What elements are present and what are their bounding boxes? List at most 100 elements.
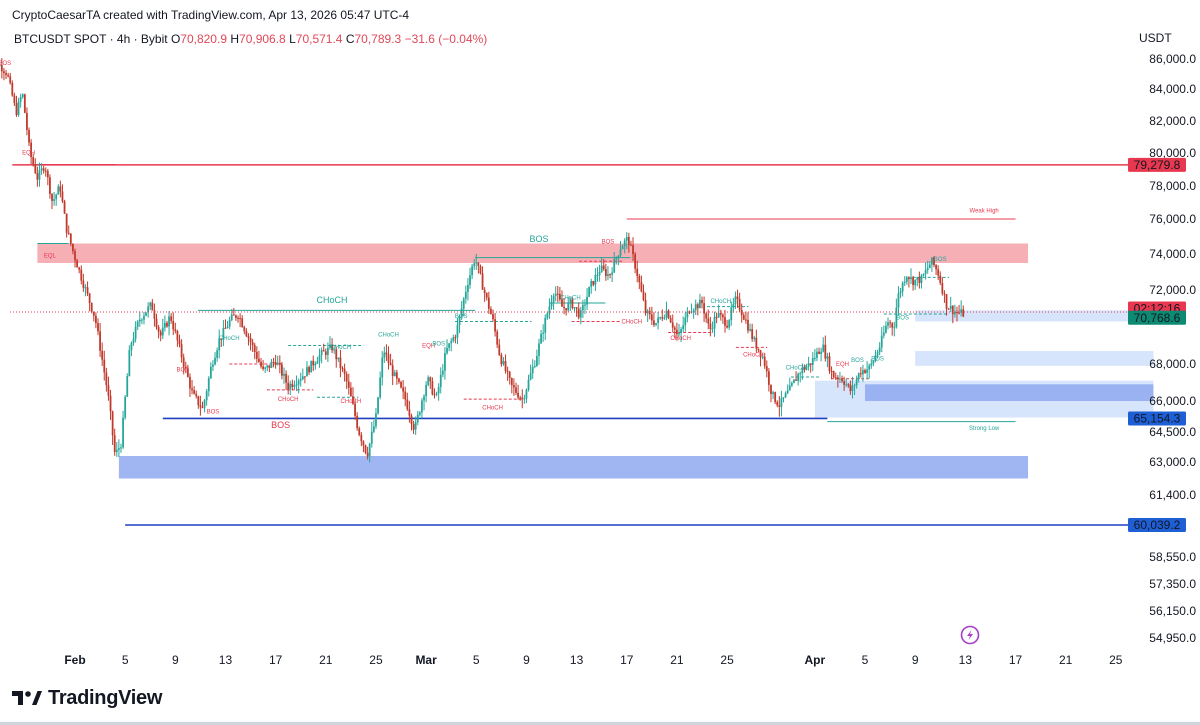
candle: [958, 304, 960, 315]
symbol-name[interactable]: BTCUSDT SPOT · 4h · Bybit: [14, 32, 168, 46]
candle: [763, 352, 766, 369]
candle: [182, 353, 185, 375]
candle: [375, 407, 377, 429]
candle: [155, 313, 158, 330]
candle: [722, 313, 724, 324]
candle: [255, 346, 258, 363]
candle: [926, 260, 929, 274]
candle: [130, 341, 133, 357]
candle: [469, 267, 471, 289]
candle: [862, 364, 864, 382]
currency-label: USDT: [1139, 31, 1172, 45]
candle: [607, 266, 609, 281]
candle: [941, 277, 944, 296]
candle: [525, 388, 528, 404]
candle: [864, 368, 866, 374]
candle: [356, 412, 359, 431]
price-chart[interactable]: BOSEQHEQLBOSBOSCHoCHCHoCHCHoCHCHoCHCHoCH…: [0, 0, 1200, 680]
y-tick-label: 86,000.0: [1149, 52, 1196, 66]
candle: [186, 364, 189, 378]
candle: [770, 384, 772, 403]
candle: [406, 392, 409, 411]
candle: [168, 310, 170, 336]
candle: [441, 363, 444, 378]
candle: [270, 358, 273, 369]
candle: [471, 264, 473, 280]
candle: [205, 388, 208, 406]
candle: [216, 347, 219, 362]
symbol-legend: BTCUSDT SPOT · 4h · Bybit O70,820.9 H70,…: [14, 32, 487, 46]
candle: [847, 383, 850, 388]
candle: [329, 336, 331, 350]
structure-label: BOS: [934, 257, 947, 263]
candle: [460, 301, 463, 320]
candle: [425, 381, 428, 403]
candle: [671, 314, 674, 333]
y-tick-label: 76,000.0: [1149, 212, 1196, 226]
candle: [692, 308, 695, 319]
candle: [824, 335, 827, 362]
structure-label: BOS: [0, 61, 11, 67]
candle: [853, 383, 856, 396]
candle: [416, 411, 419, 426]
x-tick-label: 25: [1109, 653, 1123, 667]
candle: [678, 323, 680, 337]
candle: [786, 384, 789, 395]
candle: [67, 225, 70, 235]
candle: [565, 308, 568, 316]
candle: [293, 380, 296, 390]
candle: [97, 318, 99, 336]
structure-label: CHoCH: [621, 319, 642, 325]
price-tag: 70,768.6: [1128, 310, 1186, 325]
candle: [937, 265, 940, 281]
y-tick-label: 57,350.0: [1149, 577, 1196, 591]
candle: [304, 376, 306, 384]
candle: [757, 348, 760, 353]
candle: [579, 306, 582, 325]
candle: [680, 326, 682, 343]
candle: [72, 243, 74, 255]
candle: [924, 262, 927, 280]
candle: [736, 289, 739, 308]
candle: [803, 364, 806, 373]
candle: [638, 273, 641, 290]
structure-label-large: CHoCH: [317, 295, 348, 305]
candle: [180, 339, 183, 363]
candle: [232, 308, 235, 316]
candle: [581, 299, 584, 319]
candle: [774, 391, 777, 405]
candle: [464, 285, 467, 304]
candle: [535, 349, 538, 367]
candle: [448, 343, 451, 352]
candle: [239, 313, 242, 328]
candle: [887, 317, 889, 330]
candle: [308, 365, 310, 376]
candle: [53, 191, 55, 206]
candle: [454, 334, 457, 344]
tradingview-logo-icon: [12, 691, 42, 705]
candle: [799, 371, 802, 383]
candle: [502, 357, 505, 366]
candle: [354, 399, 356, 420]
structure-label: Weak High: [970, 208, 999, 214]
candle: [418, 411, 421, 417]
candle: [237, 315, 239, 323]
candle: [619, 240, 622, 258]
candle: [665, 301, 668, 321]
y-tick-label: 78,000.0: [1149, 179, 1196, 193]
candle: [153, 303, 156, 327]
candle: [830, 366, 833, 380]
candle: [878, 342, 881, 356]
candle: [487, 291, 490, 314]
x-tick-label: 21: [319, 653, 333, 667]
candle: [828, 352, 831, 374]
x-tick-label: 21: [670, 653, 684, 667]
candle: [650, 306, 653, 325]
candle: [103, 350, 106, 381]
structure-label: CHoCH: [710, 299, 731, 305]
candle: [820, 347, 823, 362]
candle: [609, 273, 611, 279]
lightning-icon[interactable]: [960, 625, 980, 645]
candle: [224, 319, 227, 329]
candle: [843, 376, 846, 391]
